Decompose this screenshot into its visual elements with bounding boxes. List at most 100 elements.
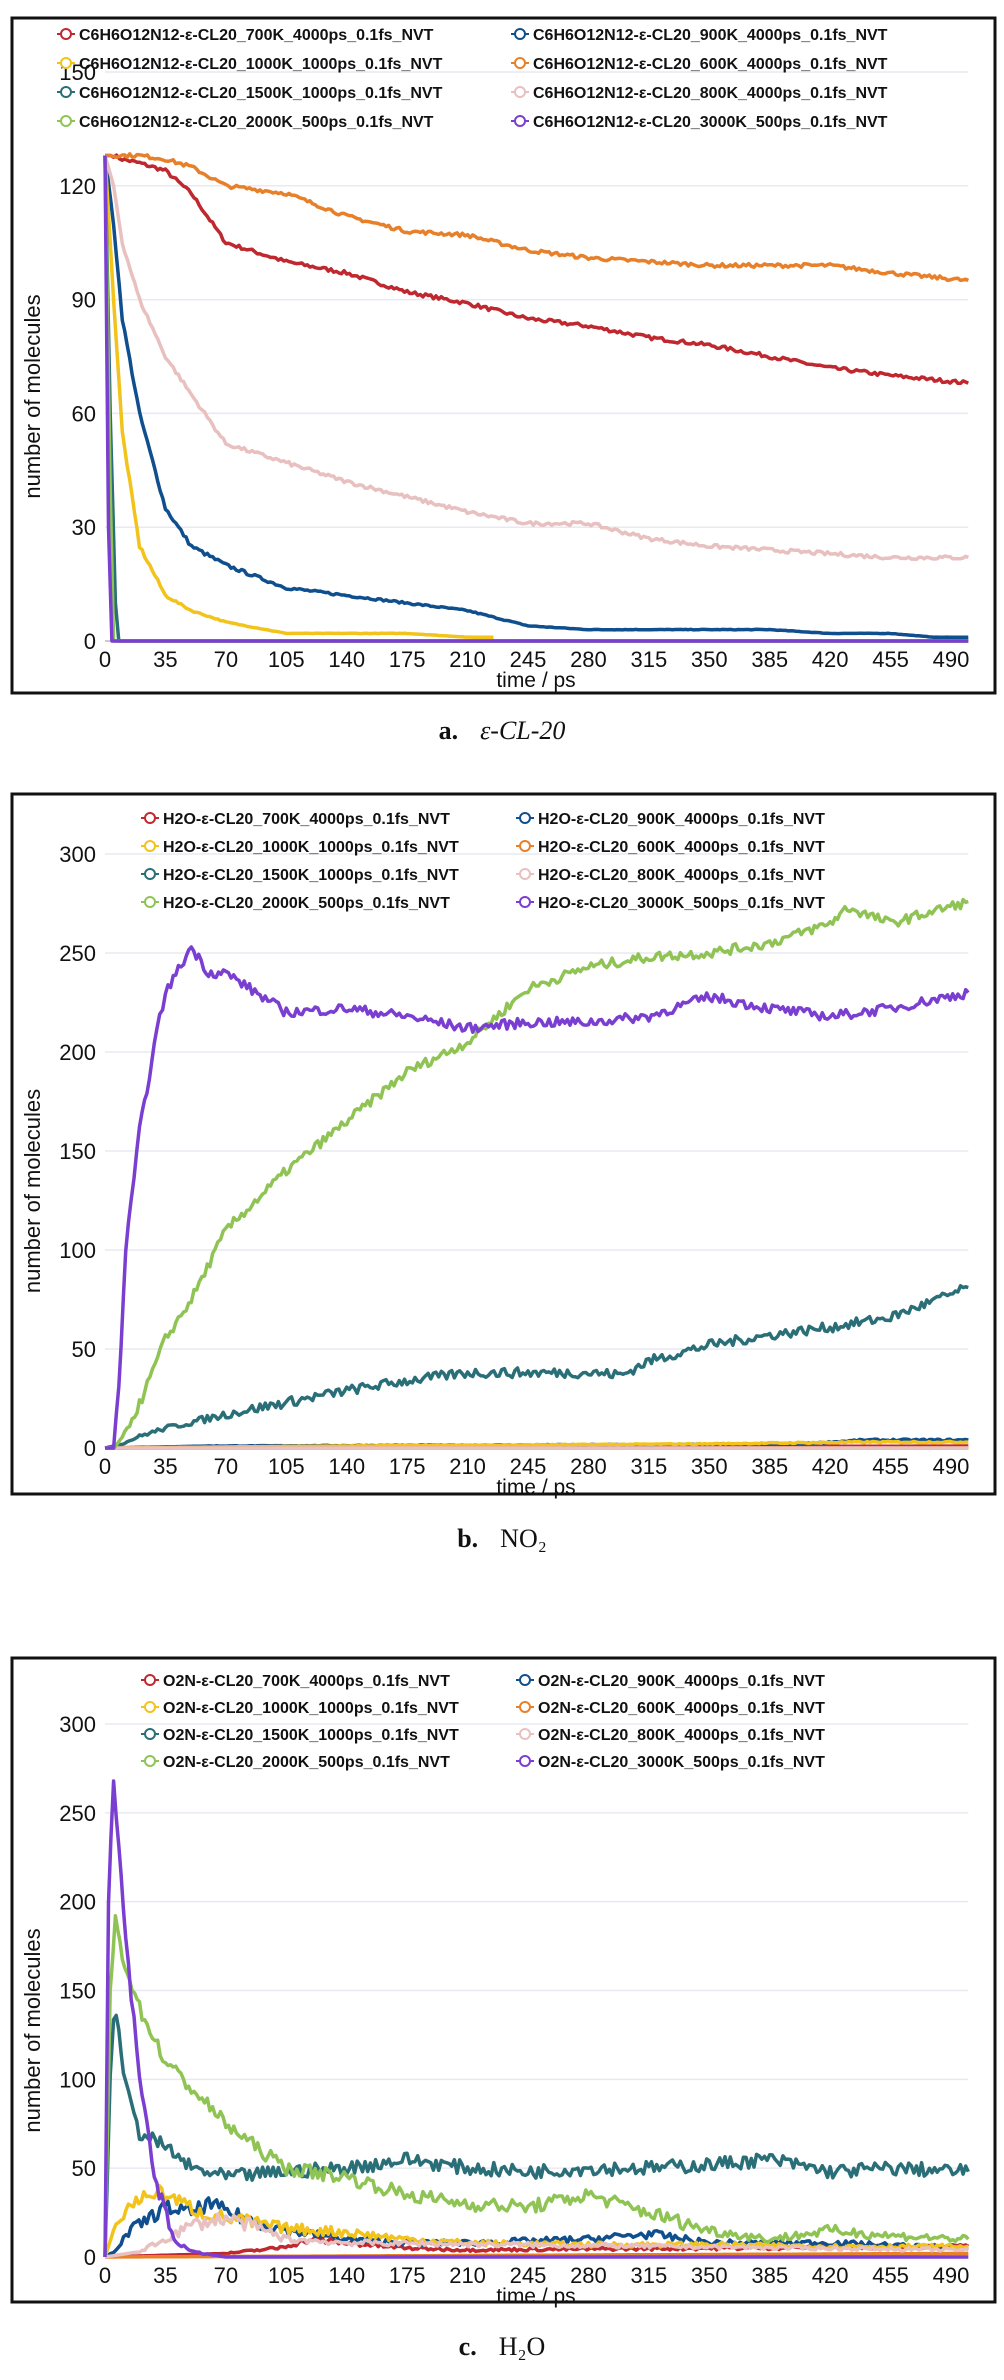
y-axis-title: number of molecules xyxy=(20,1089,45,1293)
x-tick-label: 315 xyxy=(630,2263,667,2288)
series-line xyxy=(103,155,970,562)
y-tick-label: 300 xyxy=(59,1712,96,1737)
legend-item[interactable]: C6H6O12N12-ε-CL20_1500K_1000ps_0.1fs_NVT xyxy=(57,85,443,102)
caption-label: b. xyxy=(457,1524,479,1553)
series-line xyxy=(103,1914,970,2258)
x-tick-label: 280 xyxy=(570,2263,607,2288)
series-line xyxy=(105,152,970,283)
panel-frame xyxy=(10,792,997,1496)
legend-item[interactable]: C6H6O12N12-ε-CL20_1000K_1000ps_0.1fs_NVT xyxy=(57,56,443,73)
y-tick-label: 50 xyxy=(72,1337,96,1362)
legend-item[interactable]: O2N-ε-CL20_1500K_1000ps_0.1fs_NVT xyxy=(141,1727,459,1744)
y-tick-label: 250 xyxy=(59,941,96,966)
legend-item[interactable]: O2N-ε-CL20_900K_4000ps_0.1fs_NVT xyxy=(516,1673,825,1690)
legend-item[interactable]: O2N-ε-CL20_2000K_500ps_0.1fs_NVT xyxy=(141,1754,450,1771)
legend-item[interactable]: O2N-ε-CL20_600K_4000ps_0.1fs_NVT xyxy=(516,1700,825,1717)
legend-item[interactable]: H2O-ε-CL20_800K_4000ps_0.1fs_NVT xyxy=(516,867,825,884)
legend-marker-icon xyxy=(144,1701,156,1713)
x-tick-label: 105 xyxy=(268,1454,305,1479)
series-line xyxy=(104,2212,970,2259)
legend-label: H2O-ε-CL20_1500K_1000ps_0.1fs_NVT xyxy=(163,867,459,884)
legend-label: C6H6O12N12-ε-CL20_3000K_500ps_0.1fs_NVT xyxy=(533,114,888,131)
chart-panel-1: 0 50 100 150 200 250 300 0 35 70 105 140 175 210 245 28… xyxy=(10,792,997,1499)
legend-label: H2O-ε-CL20_2000K_500ps_0.1fs_NVT xyxy=(163,895,450,912)
legend-item[interactable]: C6H6O12N12-ε-CL20_3000K_500ps_0.1fs_NVT xyxy=(511,114,888,131)
x-tick-label: 455 xyxy=(872,2263,909,2288)
legend-item[interactable]: O2N-ε-CL20_3000K_500ps_0.1fs_NVT xyxy=(516,1754,825,1771)
legend-marker-icon xyxy=(144,896,156,908)
legend-item[interactable]: O2N-ε-CL20_1000K_1000ps_0.1fs_NVT xyxy=(141,1700,459,1717)
x-tick-label: 0 xyxy=(99,1454,111,1479)
legend-marker-icon xyxy=(514,86,526,98)
legend-marker-icon xyxy=(519,1755,531,1767)
x-tick-label: 245 xyxy=(510,647,547,672)
x-tick-label: 455 xyxy=(872,647,909,672)
legend-item[interactable]: C6H6O12N12-ε-CL20_2000K_500ps_0.1fs_NVT xyxy=(57,114,434,131)
legend-item[interactable]: C6H6O12N12-ε-CL20_900K_4000ps_0.1fs_NVT xyxy=(511,27,888,44)
series-line xyxy=(103,155,969,643)
legend-marker-icon xyxy=(144,812,156,824)
legend-marker-icon xyxy=(514,115,526,127)
legend-label: C6H6O12N12-ε-CL20_600K_4000ps_0.1fs_NVT xyxy=(533,56,888,73)
x-axis-title: time / ps xyxy=(496,1476,575,1499)
panel-frame xyxy=(10,16,997,695)
x-axis-title: time / ps xyxy=(496,669,575,692)
legend-item[interactable]: C6H6O12N12-ε-CL20_700K_4000ps_0.1fs_NVT xyxy=(57,27,434,44)
legend-marker-icon xyxy=(60,28,72,40)
legend-item[interactable]: H2O-ε-CL20_1000K_1000ps_0.1fs_NVT xyxy=(141,839,459,856)
legend-item[interactable]: C6H6O12N12-ε-CL20_800K_4000ps_0.1fs_NVT xyxy=(511,85,888,102)
legend-item[interactable]: O2N-ε-CL20_800K_4000ps_0.1fs_NVT xyxy=(516,1727,825,1744)
legend-item[interactable]: H2O-ε-CL20_900K_4000ps_0.1fs_NVT xyxy=(516,811,825,828)
legend-item[interactable]: H2O-ε-CL20_2000K_500ps_0.1fs_NVT xyxy=(141,895,450,912)
legend-label: O2N-ε-CL20_1000K_1000ps_0.1fs_NVT xyxy=(163,1700,459,1717)
caption-c: c. H₂O xyxy=(0,2332,1004,2362)
legend-marker-icon xyxy=(144,840,156,852)
legend-marker-icon xyxy=(519,896,531,908)
caption-b: b. NO₂ xyxy=(0,1524,1004,1554)
y-tick-label: 250 xyxy=(59,1801,96,1826)
x-tick-label: 420 xyxy=(812,1454,849,1479)
legend-label: O2N-ε-CL20_2000K_500ps_0.1fs_NVT xyxy=(163,1754,450,1771)
x-tick-label: 0 xyxy=(99,647,111,672)
legend-marker-icon xyxy=(60,115,72,127)
legend-item[interactable]: O2N-ε-CL20_700K_4000ps_0.1fs_NVT xyxy=(141,1673,450,1690)
legend-label: H2O-ε-CL20_700K_4000ps_0.1fs_NVT xyxy=(163,811,450,828)
legend-item[interactable]: C6H6O12N12-ε-CL20_600K_4000ps_0.1fs_NVT xyxy=(511,56,888,73)
legend-marker-icon xyxy=(144,868,156,880)
y-tick-label: 0 xyxy=(84,2245,96,2270)
series-line xyxy=(103,155,494,640)
x-tick-label: 210 xyxy=(449,2263,486,2288)
legend-label: H2O-ε-CL20_600K_4000ps_0.1fs_NVT xyxy=(538,839,825,856)
legend-marker-icon xyxy=(519,840,531,852)
legend-item[interactable]: H2O-ε-CL20_1500K_1000ps_0.1fs_NVT xyxy=(141,867,459,884)
x-tick-label: 350 xyxy=(691,647,728,672)
legend-marker-icon xyxy=(519,1674,531,1686)
x-tick-label: 490 xyxy=(933,647,970,672)
legend-item[interactable]: H2O-ε-CL20_600K_4000ps_0.1fs_NVT xyxy=(516,839,825,856)
series-line xyxy=(103,2013,970,2258)
y-tick-label: 0 xyxy=(84,629,96,654)
y-axis-title: number of molecules xyxy=(20,1928,45,2132)
legend-label: C6H6O12N12-ε-CL20_1000K_1000ps_0.1fs_NVT xyxy=(79,56,443,73)
x-tick-label: 70 xyxy=(214,2263,238,2288)
legend-marker-icon xyxy=(519,1728,531,1740)
legend-marker-icon xyxy=(519,1701,531,1713)
x-tick-label: 280 xyxy=(570,1454,607,1479)
y-tick-label: 60 xyxy=(72,401,96,426)
legend-marker-icon xyxy=(519,812,531,824)
caption-a: a. ε-CL-20 xyxy=(0,716,1004,746)
x-tick-label: 0 xyxy=(99,2263,111,2288)
legend-label: C6H6O12N12-ε-CL20_800K_4000ps_0.1fs_NVT xyxy=(533,85,888,102)
x-tick-label: 35 xyxy=(153,647,177,672)
y-tick-label: 0 xyxy=(84,1436,96,1461)
x-tick-label: 385 xyxy=(751,1454,788,1479)
legend-label: O2N-ε-CL20_3000K_500ps_0.1fs_NVT xyxy=(538,1754,825,1771)
x-tick-label: 140 xyxy=(328,1454,365,1479)
legend-item[interactable]: H2O-ε-CL20_700K_4000ps_0.1fs_NVT xyxy=(141,811,450,828)
legend-item[interactable]: H2O-ε-CL20_3000K_500ps_0.1fs_NVT xyxy=(516,895,825,912)
legend-marker-icon xyxy=(144,1755,156,1767)
caption-text: NO₂ xyxy=(500,1524,547,1553)
x-tick-label: 350 xyxy=(691,2263,728,2288)
legend-marker-icon xyxy=(514,57,526,69)
